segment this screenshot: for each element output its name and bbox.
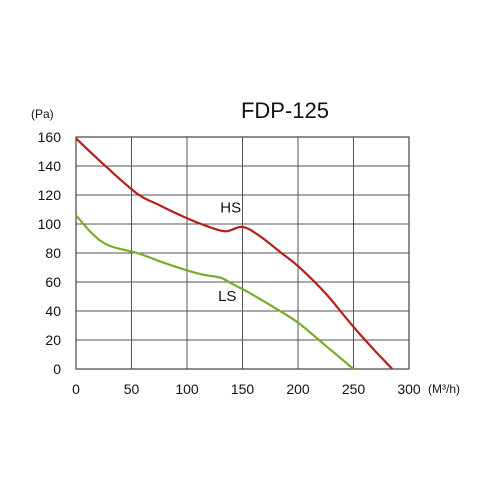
x-axis-unit: (M³/h) [428, 382, 460, 396]
series-labels: HS LS [218, 199, 241, 304]
x-tick-label-1: 50 [124, 381, 140, 397]
series-line-ls [75, 214, 355, 370]
y-tick-label-7: 140 [38, 158, 62, 174]
x-tick-label-4: 200 [286, 381, 310, 397]
y-tick-label-6: 120 [38, 187, 62, 203]
y-tick-label-1: 20 [45, 332, 61, 348]
series-line-hs [75, 137, 394, 370]
x-tick-label-5: 250 [342, 381, 366, 397]
y-tick-label-8: 160 [38, 129, 62, 145]
x-tick-label-6: 300 [397, 381, 421, 397]
y-axis-unit: (Pa) [31, 107, 54, 121]
y-tick-label-5: 100 [38, 216, 62, 232]
y-tick-label-0: 0 [53, 361, 61, 377]
series-label-ls: LS [218, 288, 236, 305]
x-tick-label-2: 100 [175, 381, 199, 397]
y-tick-label-3: 60 [45, 274, 61, 290]
y-tick-label-2: 40 [45, 303, 61, 319]
x-tick-label-3: 150 [231, 381, 255, 397]
series-group [75, 137, 394, 370]
x-tick-label-0: 0 [72, 381, 80, 397]
chart-title: FDP-125 [241, 98, 329, 123]
y-tick-label-4: 80 [45, 245, 61, 261]
grid [75, 136, 410, 370]
tick-labels: 0 50 100 150 200 250 300 0 20 40 60 80 100 120 140 160 [38, 129, 421, 397]
plot-frame [75, 136, 410, 370]
series-label-hs: HS [220, 199, 241, 216]
